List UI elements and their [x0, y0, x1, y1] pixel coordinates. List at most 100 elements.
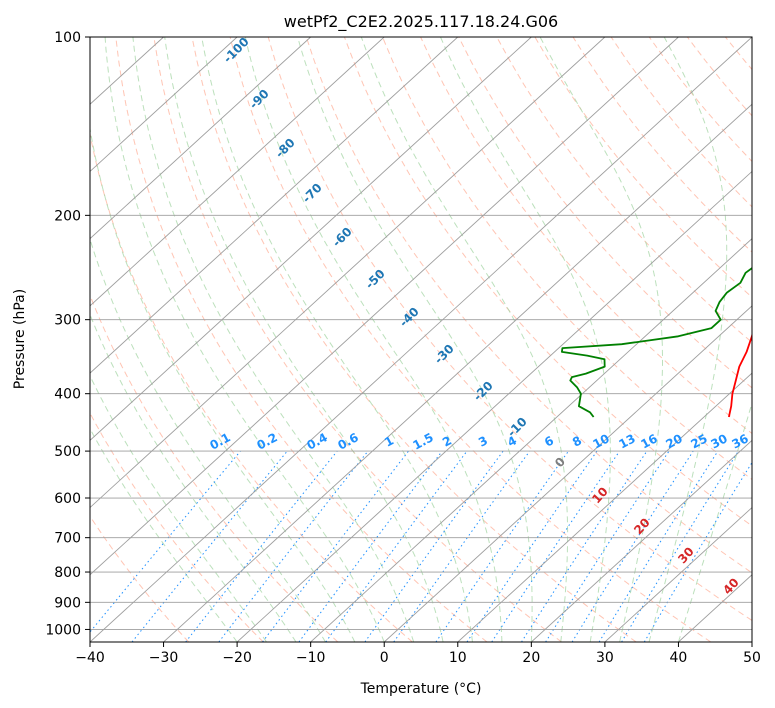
- mixing-ratio-label: 1.5: [410, 430, 435, 452]
- dry-adiabat-line: [764, 37, 775, 642]
- moist-adiabat-line: [648, 37, 728, 642]
- mixing-ratio-line: [393, 450, 531, 642]
- mixing-ratio-label: 3: [476, 433, 490, 449]
- moist-adiabat-line: [360, 37, 569, 642]
- mixing-ratio-label: 10: [590, 431, 611, 451]
- x-axis-label: Temperature (°C): [360, 681, 482, 697]
- y-axis: 100 200 300 400 500 600 700 800 900 1000: [45, 30, 90, 638]
- moist-adiabats: [90, 37, 752, 642]
- mixing-ratio-line: [90, 450, 241, 633]
- plot-frame: [89, 36, 753, 643]
- mixing-ratio-label: 0.1: [207, 430, 232, 452]
- dry-adiabat-line: [90, 293, 339, 642]
- dry-adiabat-label: -60: [330, 225, 355, 250]
- mixing-ratio-line: [435, 450, 569, 642]
- dry-adiabat-line: [343, 37, 752, 527]
- isotherm-line: [383, 305, 752, 642]
- dry-adiabat-label: -90: [247, 87, 272, 112]
- mixing-ratio-label: 30: [708, 431, 729, 451]
- mixing-ratio-line: [521, 450, 648, 642]
- moist-adiabat-line: [90, 237, 326, 642]
- mixing-ratio-line: [185, 450, 338, 642]
- isotherms: [90, 37, 752, 642]
- y-tick-label: 200: [54, 208, 81, 224]
- moist-adiabat-line: [297, 37, 533, 642]
- isotherm-line: [531, 439, 752, 642]
- y-axis-label: Pressure (hPa): [12, 289, 28, 389]
- dry-adiabat-line: [305, 37, 752, 574]
- y-tick-label: 1000: [45, 622, 81, 638]
- temperature-profile-line: [728, 332, 752, 418]
- isotherm-line: [90, 37, 238, 173]
- x-tick-label: −10: [296, 650, 326, 666]
- dry-adiabat-line: [115, 37, 488, 642]
- y-tick-label: 600: [54, 491, 81, 507]
- plot-area: -100-90-80-70-60-50-40-30-20-100.1 0.2 0.4…: [90, 35, 775, 642]
- mixing-ratio-line: [131, 450, 288, 642]
- moist-adiabat-line: [244, 37, 503, 642]
- mixing-ratio-label: 1: [382, 433, 396, 449]
- mixing-ratio-line: [571, 450, 694, 642]
- moist-adiabat-line: [90, 374, 267, 642]
- y-tick-label: 700: [54, 531, 81, 547]
- mixing-ratio-label: 16: [638, 431, 659, 451]
- isotherm-line: [90, 37, 311, 240]
- y-tick-label: 900: [54, 595, 81, 611]
- dewpoint-profile-line: [561, 267, 752, 418]
- dry-adiabat-line: [153, 37, 562, 642]
- isotherm-line: [604, 506, 752, 642]
- dry-adiabat-label: -70: [300, 181, 325, 206]
- mixing-ratio-label: 20: [663, 431, 684, 451]
- moist-adiabat-label: 40: [720, 575, 742, 597]
- isotherm-line: [90, 37, 679, 576]
- moist-adiabat-line: [440, 37, 611, 642]
- dry-adiabat-line: [90, 131, 413, 642]
- mixing-ratio-line: [262, 450, 409, 642]
- dry-adiabat-line: [648, 37, 752, 163]
- mixing-ratio-label: 25: [688, 431, 709, 451]
- x-tick-label: 40: [670, 650, 688, 666]
- isotherm-line: [310, 238, 752, 642]
- x-axis: −40 −30 −20 −10 0 10 20 30 40 50: [75, 642, 761, 666]
- dry-adiabat-line: [191, 37, 637, 642]
- chart-title: wetPf2_C2E2.2025.117.18.24.G06: [284, 12, 558, 32]
- dry-adiabat-line: [496, 37, 752, 344]
- dry-adiabat-label: -40: [397, 305, 422, 330]
- mixing-ratio-lines: [90, 450, 752, 642]
- y-tick-label: 500: [54, 444, 81, 460]
- mixing-ratio-label: 0.6: [335, 430, 360, 452]
- profile-series: [561, 267, 752, 418]
- isotherm-line: [90, 37, 532, 441]
- dry-adiabat-label: -30: [432, 342, 457, 367]
- moist-adiabat-line: [677, 401, 752, 642]
- moist-adiabat-line: [90, 313, 297, 642]
- dry-adiabat-label: -80: [273, 136, 298, 161]
- isotherm-line: [751, 641, 752, 642]
- x-tick-label: −40: [75, 650, 105, 666]
- isotherm-line: [236, 170, 752, 642]
- dry-adiabat-line: [534, 37, 752, 298]
- mixing-ratio-line: [218, 450, 369, 642]
- x-tick-label: −20: [222, 650, 252, 666]
- moist-adiabat-label: 10: [589, 484, 611, 506]
- mixing-ratio-label: 36: [729, 431, 750, 451]
- mixing-ratio-label: 2: [440, 433, 454, 449]
- mixing-ratio-line: [466, 450, 598, 642]
- x-tick-label: 30: [596, 650, 614, 666]
- dry-adiabat-label: -20: [471, 379, 496, 404]
- mixing-ratio-label: 6: [542, 433, 556, 449]
- mixing-ratio-label: 13: [616, 431, 637, 451]
- dry-adiabat-label: -100: [221, 35, 252, 66]
- moist-adiabat-line: [164, 37, 444, 642]
- dry-adiabat-label: -50: [363, 267, 388, 292]
- mixing-ratio-line: [598, 450, 719, 642]
- moist-adiabat-line: [104, 37, 385, 642]
- moist-adiabat-label: 0: [552, 455, 568, 471]
- moist-adiabat-label: 30: [675, 544, 697, 566]
- isobars: [90, 37, 752, 630]
- moist-adiabat-line: [90, 427, 238, 642]
- moist-adiabat-line: [539, 37, 663, 642]
- x-tick-label: −30: [149, 650, 179, 666]
- y-tick-label: 400: [54, 387, 81, 403]
